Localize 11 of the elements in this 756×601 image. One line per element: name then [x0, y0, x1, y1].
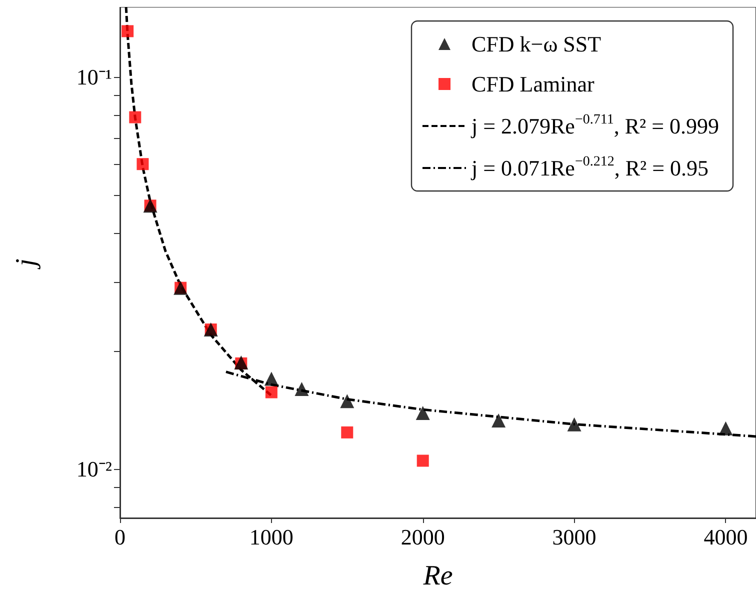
x-tick-label: 1000: [249, 524, 294, 550]
y-tick-label: 10⁻²: [76, 456, 112, 482]
legend-label: CFD k−ω SST: [471, 32, 602, 56]
y-axis-title: j: [10, 258, 42, 270]
x-tick-label: 4000: [704, 524, 748, 550]
y-tick-label: 10⁻¹: [76, 64, 112, 90]
x-tick-label: 0: [114, 524, 126, 550]
x-axis-title: Re: [422, 560, 453, 592]
legend-label: CFD Laminar: [471, 72, 595, 96]
x-tick-label: 3000: [552, 524, 596, 550]
x-tick-label: 2000: [400, 524, 445, 550]
